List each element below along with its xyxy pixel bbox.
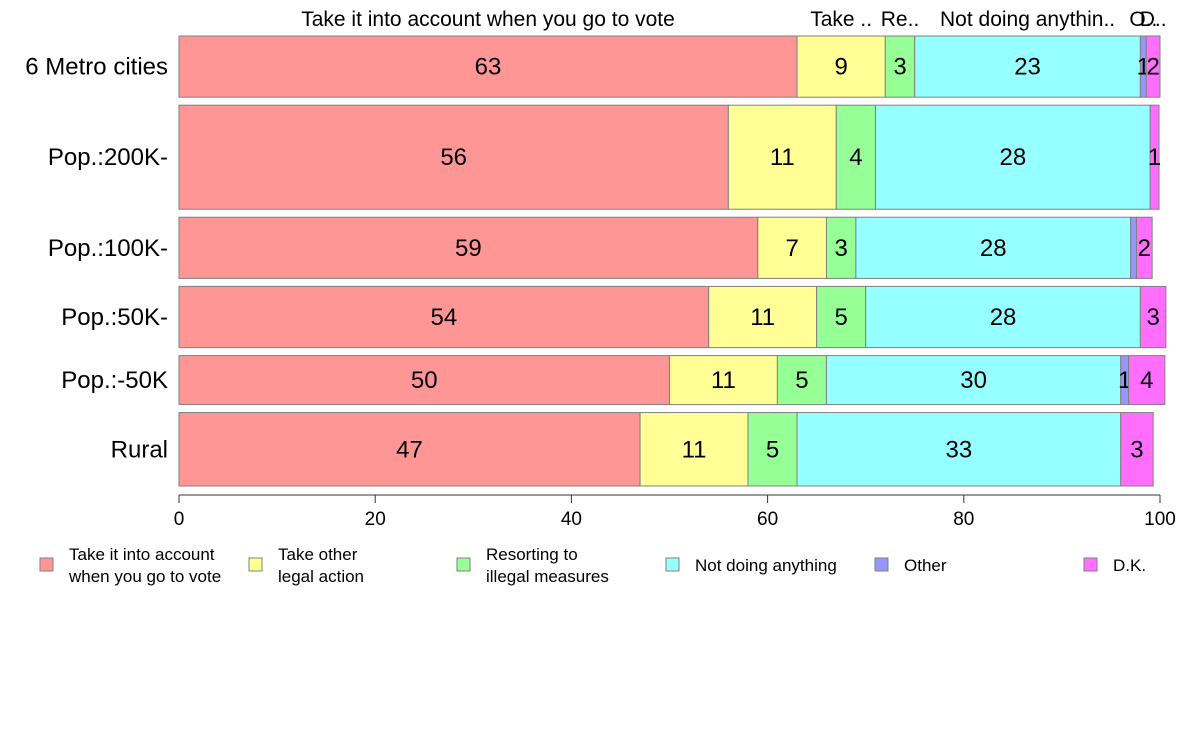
bar-segment xyxy=(1130,216,1137,279)
data-label: 50 xyxy=(411,367,438,394)
category-label: 6 Metro cities xyxy=(25,54,168,81)
data-label: 28 xyxy=(990,304,1017,331)
data-label: 3 xyxy=(893,54,906,81)
legend-label: D.K. xyxy=(1113,556,1146,575)
bar-segment xyxy=(1149,104,1160,210)
bar-segment xyxy=(178,355,670,406)
series-top-label: D.. xyxy=(1140,8,1167,31)
legend-swatch xyxy=(248,557,263,572)
x-tick-label: 60 xyxy=(757,509,778,530)
x-tick-label: 0 xyxy=(174,509,185,530)
category-label: Pop.:50K- xyxy=(61,304,168,331)
bar-segment xyxy=(855,216,1132,279)
data-label: 63 xyxy=(475,54,502,81)
bar-segment xyxy=(835,104,877,210)
data-label: 23 xyxy=(1014,54,1041,81)
bar-segment xyxy=(727,104,837,210)
data-label: 30 xyxy=(960,367,987,394)
legend: Take it into account when you go to voteT… xyxy=(39,545,1146,586)
series-top-label: Not doing anythin.. xyxy=(940,8,1115,31)
series-top-label: Take .. xyxy=(810,8,872,31)
bar-segment xyxy=(875,104,1151,210)
data-label: 3 xyxy=(834,235,847,262)
data-label: 7 xyxy=(785,235,798,262)
bar-segment xyxy=(796,35,886,98)
bar-segment xyxy=(825,355,1122,406)
data-label: 33 xyxy=(946,436,973,463)
legend-swatch xyxy=(665,557,680,572)
category-label: Pop.:100K- xyxy=(48,235,168,262)
data-label: 28 xyxy=(980,235,1007,262)
bar-segment xyxy=(1139,285,1167,349)
data-label: 11 xyxy=(770,144,795,171)
category-label: Pop.:-50K xyxy=(61,367,168,394)
legend-label-line: Take it into account xyxy=(69,545,215,564)
legend-label-line: Other xyxy=(904,556,947,575)
x-tick-label: 40 xyxy=(561,509,582,530)
data-label: 28 xyxy=(999,144,1026,171)
legend-label-line: D.K. xyxy=(1113,556,1146,575)
bar-segment xyxy=(796,412,1122,487)
bar-segment xyxy=(825,216,857,279)
legend-label: Resorting to illegal measures xyxy=(486,545,609,586)
x-tick-label: 100 xyxy=(1144,509,1176,530)
x-tick-label: 20 xyxy=(365,509,386,530)
legend-swatch xyxy=(1083,557,1098,572)
bar-segment xyxy=(669,355,778,406)
category-labels: 6 Metro cities Pop.:200K- Pop.:100K- Pop.:5… xyxy=(25,54,168,464)
category-label: Rural xyxy=(111,436,168,463)
data-label: 54 xyxy=(431,304,458,331)
bar-segment xyxy=(776,355,827,406)
bar-segment xyxy=(1145,35,1161,98)
data-label: 4 xyxy=(849,144,862,171)
legend-label-line: illegal measures xyxy=(486,567,609,586)
data-label: 5 xyxy=(834,304,847,331)
legend-label-line: Resorting to xyxy=(486,545,578,564)
x-axis: 0 20 40 60 80 100 xyxy=(174,494,1176,530)
bar-segment xyxy=(1120,412,1154,487)
legend-label: Other xyxy=(904,556,947,575)
legend-swatch xyxy=(39,557,54,572)
data-label: 47 xyxy=(396,436,423,463)
bar-segment xyxy=(1135,216,1153,279)
legend-label-line: legal action xyxy=(278,567,364,586)
data-label: 11 xyxy=(750,304,775,331)
series-top-label: O.. xyxy=(1129,8,1157,31)
bar-segment xyxy=(865,285,1141,349)
bar-segment xyxy=(178,412,641,487)
data-label: 56 xyxy=(440,144,467,171)
data-label: 4 xyxy=(1140,367,1153,394)
bar-segment xyxy=(178,216,759,279)
data-label: 9 xyxy=(834,54,847,81)
data-label: 3 xyxy=(1130,436,1143,463)
legend-label: Not doing anything xyxy=(695,556,837,575)
data-label: 2 xyxy=(1146,54,1159,81)
legend-label: Take it into account when you go to vote xyxy=(68,545,221,586)
legend-label-line: when you go to vote xyxy=(68,567,221,586)
series-top-label: Take it into account when you go to vote xyxy=(301,8,675,31)
data-label: 5 xyxy=(795,367,808,394)
bar-segment xyxy=(757,216,827,279)
legend-swatch xyxy=(874,557,889,572)
data-label: 1 xyxy=(1118,367,1131,394)
category-label: Pop.:200K- xyxy=(48,144,168,171)
data-label: 11 xyxy=(711,367,736,394)
legend-swatch xyxy=(456,557,471,572)
legend-label-line: Take other xyxy=(278,545,358,564)
data-label: 1 xyxy=(1148,144,1161,171)
data-label: 5 xyxy=(766,436,779,463)
data-label: 59 xyxy=(455,235,482,262)
series-top-label: Re.. xyxy=(881,8,920,31)
data-label: 2 xyxy=(1138,235,1151,262)
data-label: 3 xyxy=(1146,304,1159,331)
top-series-labels: Take it into account when you go to vote… xyxy=(301,8,1166,31)
legend-label-line: Not doing anything xyxy=(695,556,837,575)
legend-label: Take other legal action xyxy=(278,545,364,586)
x-tick-label: 80 xyxy=(953,509,974,530)
data-label: 11 xyxy=(682,436,707,463)
bar-segment xyxy=(1128,355,1166,406)
